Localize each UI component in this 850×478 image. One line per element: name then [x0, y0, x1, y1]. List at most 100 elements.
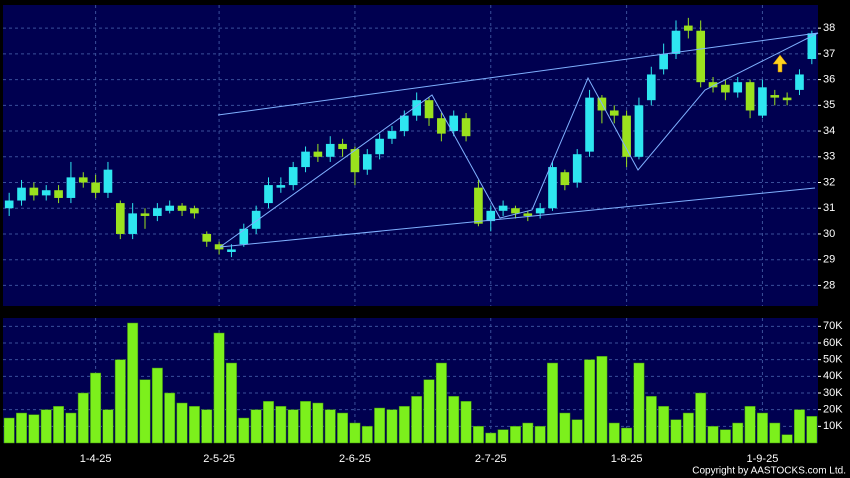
volume-bar — [176, 402, 188, 444]
candle-body — [140, 213, 150, 216]
candle-body — [511, 208, 520, 214]
candle-body — [782, 97, 792, 101]
price-panel — [3, 5, 818, 306]
volume-bar — [361, 426, 373, 444]
volume-bar — [139, 379, 151, 444]
candle-body — [375, 138, 384, 155]
candle-body — [622, 115, 631, 157]
volume-bar — [28, 414, 40, 444]
candle-body — [239, 228, 249, 245]
y-tick-label: 29 — [823, 254, 835, 266]
volume-bar — [571, 419, 583, 444]
candle-body — [313, 151, 323, 157]
candle-body — [535, 208, 545, 214]
volume-bar — [719, 429, 731, 444]
candle-body — [498, 205, 508, 211]
candle-body — [548, 167, 557, 209]
volume-bar — [695, 392, 707, 444]
volume-bar — [534, 426, 546, 444]
y-tick-label: 37 — [823, 48, 835, 60]
volume-bar — [90, 372, 102, 444]
candle-body — [338, 143, 347, 150]
volume-bar — [250, 409, 262, 444]
volume-bar — [670, 419, 682, 444]
candle-body — [795, 74, 804, 90]
y-tick-label: 33 — [823, 151, 835, 163]
candle-body — [461, 118, 471, 137]
candle-body — [128, 213, 137, 234]
volume-bar — [732, 422, 744, 444]
candle-body — [202, 233, 212, 242]
y-tick-label: 60K — [823, 337, 843, 349]
y-tick-label: 20K — [823, 404, 843, 416]
y-tick-label: 35 — [823, 99, 835, 111]
volume-bar — [102, 409, 114, 444]
y-tick-label: 31 — [823, 202, 835, 214]
volume-bar — [460, 401, 472, 444]
x-tick-label: 2-5-25 — [203, 453, 235, 465]
trend-line — [219, 187, 816, 248]
volume-bar — [164, 392, 176, 444]
y-tick-label: 10K — [823, 420, 843, 432]
candle-body — [165, 205, 175, 211]
volume-bar — [114, 359, 126, 444]
volume-bar — [324, 409, 336, 444]
y-tick-label: 34 — [823, 125, 835, 137]
candle-body — [770, 95, 780, 98]
candle-body — [708, 82, 718, 88]
candle-body — [301, 151, 310, 168]
candle-body — [696, 30, 706, 83]
candle-body — [190, 208, 199, 214]
y-tick-label: 38 — [823, 22, 835, 34]
candle-body — [362, 154, 372, 170]
volume-bar — [65, 412, 77, 444]
candle-body — [251, 210, 261, 229]
candle-body — [437, 118, 446, 134]
candle-body — [646, 74, 656, 101]
candle-body — [214, 244, 224, 250]
volume-bar — [707, 426, 719, 444]
volume-bar — [658, 406, 670, 444]
candle-body — [325, 143, 335, 157]
volume-bar — [448, 396, 460, 444]
y-tick-label: 70K — [823, 320, 843, 332]
candle-body — [671, 30, 681, 54]
volume-bar — [287, 409, 299, 444]
candle-body — [227, 249, 236, 252]
candle-body — [474, 187, 483, 224]
volume-bar — [559, 412, 571, 444]
candle-body — [17, 187, 26, 201]
y-tick-label: 30 — [823, 228, 835, 240]
trend-line — [217, 32, 819, 116]
candle-body — [153, 208, 162, 216]
y-tick-label: 36 — [823, 74, 835, 86]
volume-bar — [633, 362, 645, 444]
volume-bar — [77, 392, 89, 444]
x-tick-label: 2-6-25 — [339, 453, 371, 465]
volume-bar — [201, 409, 213, 444]
candle-body — [733, 82, 743, 93]
volume-bar — [682, 412, 694, 444]
candle-body — [103, 169, 113, 193]
volume-bar — [497, 429, 509, 444]
volume-bar — [53, 406, 65, 444]
arrow-icon — [772, 54, 788, 73]
volume-bar — [756, 412, 768, 444]
volume-bar — [238, 417, 250, 444]
candle-body — [634, 105, 644, 157]
volume-bar — [435, 362, 447, 444]
volume-bar — [226, 362, 237, 444]
candle-body — [264, 185, 273, 204]
candle-body — [54, 190, 63, 198]
candle-body — [758, 87, 767, 116]
volume-bar — [781, 434, 793, 444]
volume-bar — [386, 409, 398, 444]
candle-body — [523, 213, 533, 216]
candle-body — [560, 172, 570, 186]
volume-bar — [769, 422, 781, 444]
y-tick-label: 30K — [823, 387, 843, 399]
volume-panel — [3, 318, 818, 443]
candle-body — [4, 200, 14, 209]
volume-bar — [423, 379, 435, 444]
